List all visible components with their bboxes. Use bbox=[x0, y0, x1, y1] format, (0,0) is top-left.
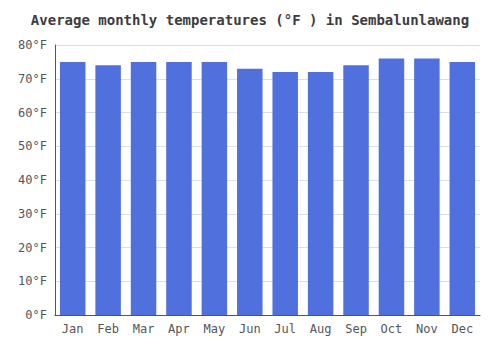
svg-text:Feb: Feb bbox=[97, 322, 119, 336]
svg-text:20°F: 20°F bbox=[18, 241, 47, 255]
svg-text:Sep: Sep bbox=[345, 322, 367, 336]
svg-text:10°F: 10°F bbox=[18, 274, 47, 288]
svg-text:Jul: Jul bbox=[274, 322, 296, 336]
svg-text:Mar: Mar bbox=[133, 322, 155, 336]
svg-text:Jun: Jun bbox=[239, 322, 261, 336]
svg-text:Jan: Jan bbox=[62, 322, 84, 336]
svg-text:Nov: Nov bbox=[416, 322, 438, 336]
svg-text:0°F: 0°F bbox=[25, 308, 47, 322]
svg-text:Average monthly temperatures (: Average monthly temperatures (°F ) in Se… bbox=[31, 12, 469, 28]
svg-text:Aug: Aug bbox=[310, 322, 332, 336]
svg-text:50°F: 50°F bbox=[18, 139, 47, 153]
svg-text:Dec: Dec bbox=[451, 322, 473, 336]
svg-text:Oct: Oct bbox=[381, 322, 403, 336]
svg-text:70°F: 70°F bbox=[18, 72, 47, 86]
svg-text:30°F: 30°F bbox=[18, 207, 47, 221]
svg-text:May: May bbox=[204, 322, 226, 336]
svg-text:Apr: Apr bbox=[168, 322, 190, 336]
svg-text:80°F: 80°F bbox=[18, 38, 47, 52]
svg-text:60°F: 60°F bbox=[18, 106, 47, 120]
svg-text:40°F: 40°F bbox=[18, 173, 47, 187]
